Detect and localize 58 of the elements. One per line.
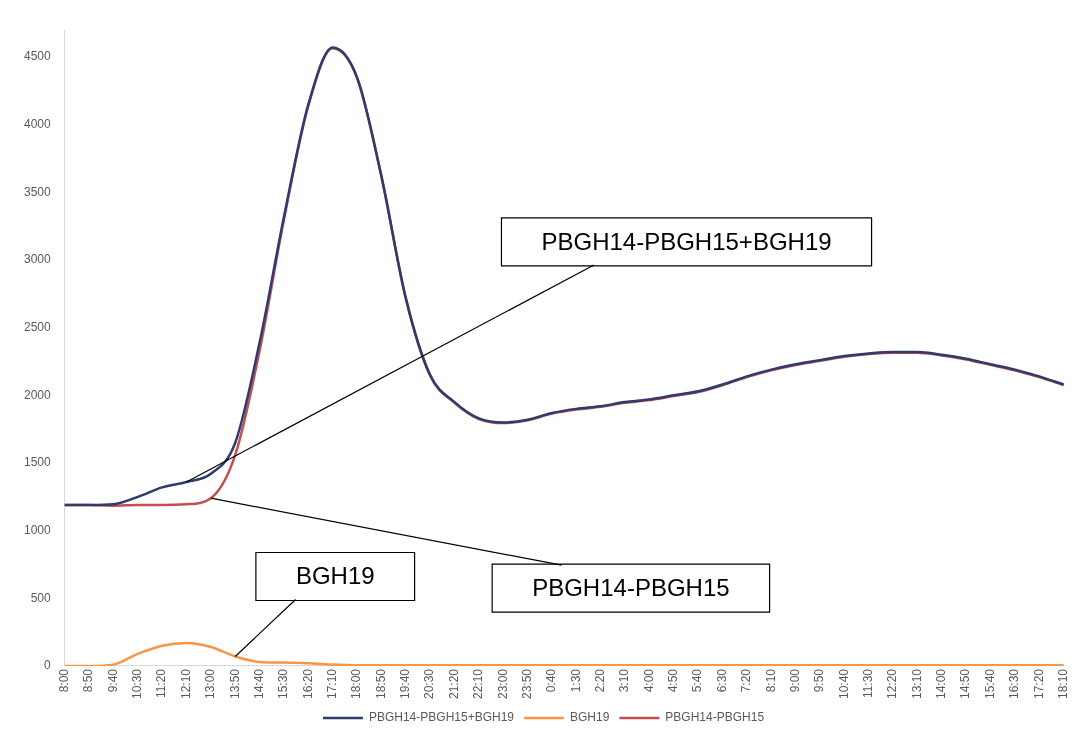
x-tick-label: 13:00 [203,668,218,699]
x-tick-label: 12:20 [885,668,900,699]
x-tick-label: 16:20 [300,668,315,699]
x-tick-label: 10:30 [130,668,145,699]
x-tick-label: 17:10 [325,668,340,699]
x-tick-label: 14:40 [251,668,266,699]
x-tick-label: 14:50 [958,668,973,699]
x-tick-label: 13:10 [909,668,924,699]
x-tick-label: 0:40 [544,668,559,693]
legend-label: BGH19 [570,710,610,725]
x-tick-label: 9:40 [105,668,120,693]
annotation: PBGH14-PBGH15 [532,573,730,601]
x-tick-label: 9:50 [812,668,827,693]
x-tick-label: 20:30 [422,668,437,699]
y-tick-label: 4000 [23,117,52,132]
annotation: PBGH14-PBGH15+BGH19 [541,227,832,255]
x-tick-label: 15:30 [276,668,291,699]
x-tick-label: 12:10 [178,668,193,699]
x-tick-label: 21:20 [446,668,461,699]
x-tick-label: 5:40 [690,668,705,693]
y-tick-label: 500 [30,590,52,605]
x-tick-label: 4:00 [641,668,656,693]
y-tick-label: 1500 [23,455,52,470]
x-tick-label: 13:50 [227,668,242,699]
y-tick-label: 1000 [23,522,52,537]
x-tick-label: 1:30 [568,668,583,693]
legend-label: PBGH14-PBGH15+BGH19 [368,710,515,725]
y-tick-label: 2000 [23,387,52,402]
legend-label: PBGH14-PBGH15 [665,710,765,725]
x-tick-label: 18:50 [373,668,388,699]
x-tick-label: 8:50 [81,668,96,693]
x-tick-label: 14:00 [934,668,949,699]
y-tick-label: 2500 [23,320,52,334]
x-tick-label: 8:00 [57,668,72,693]
x-tick-label: 4:50 [666,668,681,693]
x-tick-label: 3:10 [617,668,632,693]
x-tick-label: 11:20 [154,668,169,699]
y-tick-label: 4500 [23,49,52,64]
x-tick-label: 16:30 [1007,668,1022,699]
x-tick-label: 6:30 [714,668,729,693]
x-tick-label: 23:00 [495,668,510,699]
x-tick-label: 7:20 [739,668,754,693]
x-tick-label: 19:40 [398,668,413,699]
x-tick-label: 17:20 [1031,668,1046,699]
y-tick-label: 3500 [23,184,52,199]
x-tick-label: 9:00 [787,668,802,693]
y-tick-label: 3000 [23,252,52,267]
x-tick-label: 18:10 [1055,668,1070,699]
x-tick-label: 22:10 [471,668,486,699]
x-tick-label: 15:40 [982,668,997,699]
x-tick-label: 10:40 [836,668,851,699]
x-tick-label: 18:00 [349,668,364,699]
x-tick-label: 2:20 [593,668,608,693]
x-tick-label: 8:10 [763,668,778,693]
x-tick-label: 11:30 [861,668,875,699]
annotation: BGH19 [295,562,375,590]
x-tick-label: 23:50 [519,668,534,699]
y-tick-label: 0 [44,658,52,673]
